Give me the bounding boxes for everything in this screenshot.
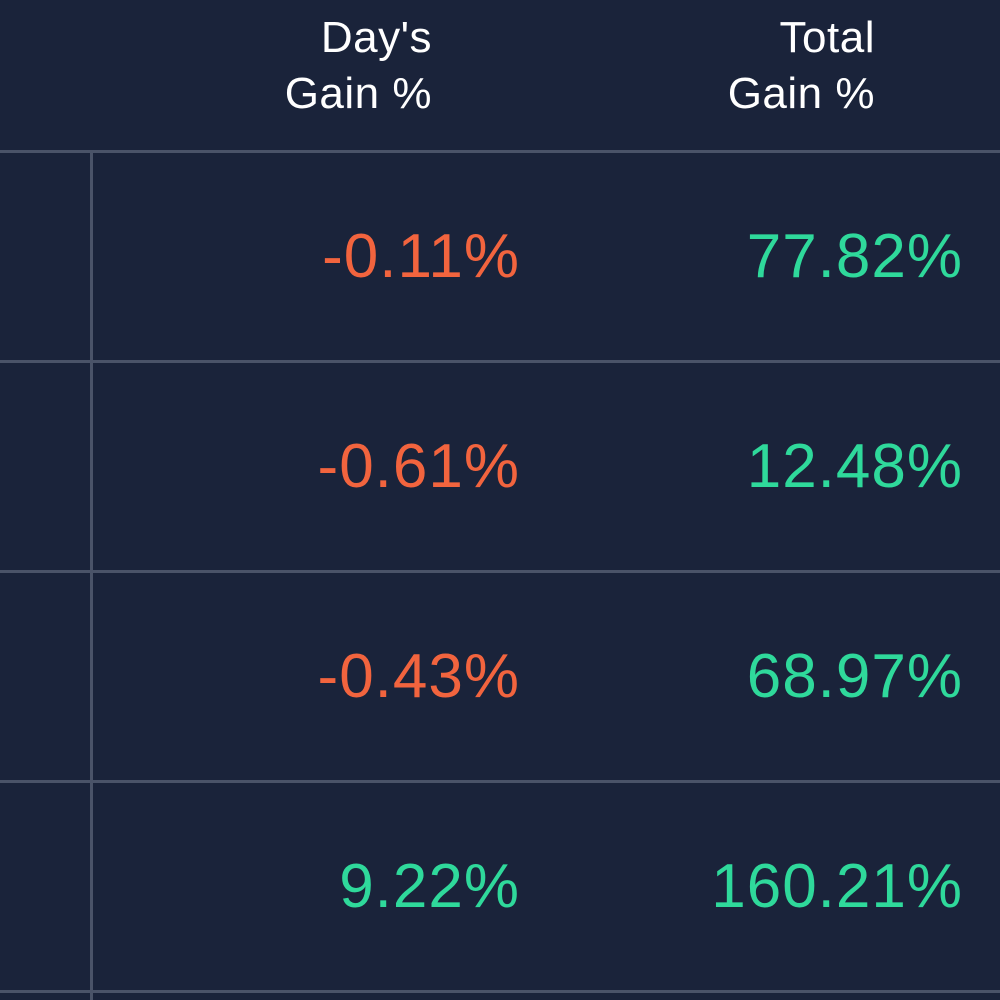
total-gain-value: 160.21%	[711, 852, 963, 921]
total-gain-value: 12.48%	[746, 432, 963, 501]
row-divider	[0, 570, 1000, 573]
table-row[interactable]: -0.43% 68.97%	[93, 573, 1000, 780]
table-row[interactable]: -0.11% 77.82%	[93, 153, 1000, 360]
days-gain-value: -0.43%	[317, 642, 520, 711]
row-divider	[0, 150, 1000, 153]
column-header-days-gain-line1: Day's	[320, 13, 432, 62]
table-row[interactable]: -0.61% 12.48%	[93, 363, 1000, 570]
column-header-total-gain-line1: Total	[779, 13, 875, 62]
column-header-total-gain[interactable]: Total Gain %	[728, 10, 875, 122]
row-divider	[0, 780, 1000, 783]
days-gain-value: -0.11%	[322, 222, 520, 291]
column-divider	[90, 152, 93, 1000]
table-row[interactable]: 9.22% 160.21%	[93, 783, 1000, 990]
days-gain-value: 9.22%	[339, 852, 520, 921]
row-divider	[0, 990, 1000, 993]
table-header: Day's Gain % Total Gain %	[0, 0, 1000, 150]
column-header-total-gain-line2: Gain %	[727, 69, 875, 118]
column-header-days-gain-line2: Gain %	[284, 69, 432, 118]
column-header-days-gain[interactable]: Day's Gain %	[285, 10, 432, 122]
total-gain-value: 77.82%	[746, 222, 963, 291]
row-divider	[0, 360, 1000, 363]
days-gain-value: -0.61%	[317, 432, 520, 501]
total-gain-value: 68.97%	[746, 642, 963, 711]
